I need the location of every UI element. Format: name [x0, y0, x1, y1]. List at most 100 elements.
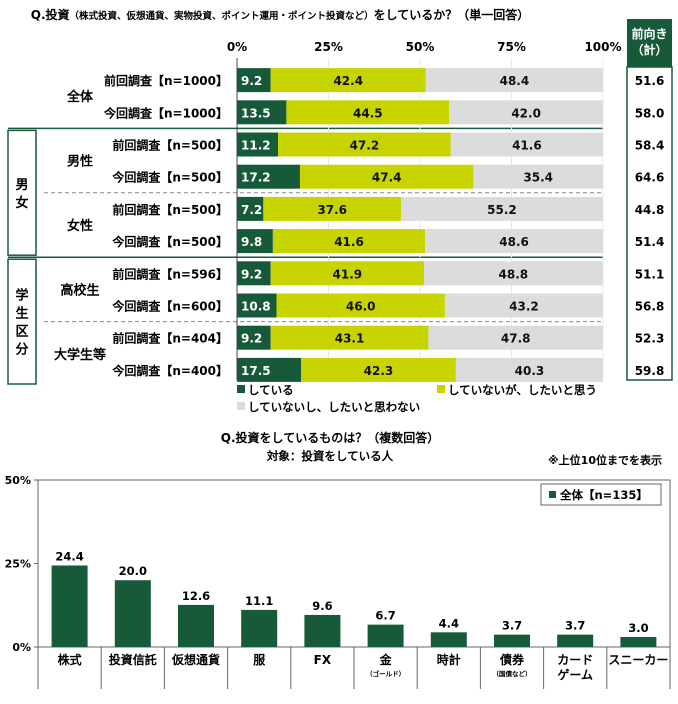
bar-value-label: 9.8	[241, 235, 262, 249]
group-label-char: 区	[15, 325, 28, 340]
bar-value-label: 47.4	[372, 171, 402, 185]
chart1-title-main: Q.投資	[31, 7, 70, 22]
row-label: 今回調査【n=400】	[111, 363, 228, 378]
bar-value-label: 20.0	[119, 564, 147, 578]
row-label: 前回調査【n=500】	[112, 138, 228, 153]
bar	[304, 614, 341, 647]
total-value: 56.8	[635, 300, 665, 314]
bar-segment	[237, 68, 271, 93]
subgroup-label: 全体	[66, 89, 94, 105]
total-value: 59.8	[635, 364, 665, 378]
total-value: 51.4	[635, 235, 665, 249]
row-label: 今回調査【n=600】	[111, 299, 228, 314]
bar-segment	[237, 357, 302, 382]
category-label: 時計	[437, 652, 461, 667]
y-tick-label: 25%	[5, 558, 31, 571]
chart1-title-detail: （株式投資、仮想通貨、実物投資、ポイント運用・ポイント投資など）	[70, 10, 374, 22]
bar-segment	[272, 229, 426, 254]
bar-value-label: 47.2	[350, 139, 380, 153]
x-tick-label: 75%	[497, 40, 526, 54]
chart1-title-tail: をしているか？（単一回答）	[374, 7, 530, 22]
bar-value-label: 55.2	[487, 203, 517, 217]
total-value: 51.6	[635, 74, 665, 88]
bar-segment	[237, 261, 271, 286]
bar	[114, 580, 151, 647]
bar-value-label: 12.6	[182, 589, 210, 603]
bar	[494, 634, 530, 647]
bar-value-label: 41.9	[333, 267, 363, 281]
x-tick-label: 25%	[314, 40, 343, 54]
bar-value-label: 48.6	[499, 235, 529, 249]
bar-segment	[270, 68, 426, 93]
total-value: 58.0	[635, 106, 665, 120]
bar-value-label: 9.2	[241, 74, 262, 88]
bar-segment	[277, 132, 451, 157]
bar-value-label: 13.5	[241, 106, 271, 120]
total-value: 58.4	[635, 139, 665, 153]
category-label: 仮想通貨	[171, 652, 220, 667]
x-tick-label: 50%	[406, 40, 435, 54]
legend-box	[540, 483, 662, 506]
category-label: 株式	[58, 652, 82, 667]
bar	[557, 634, 594, 647]
row-label: 今回調査【n=500】	[111, 170, 228, 185]
x-tick-label: 100%	[584, 40, 621, 54]
group-label-char: 分	[15, 342, 28, 358]
group-label-box	[7, 129, 37, 256]
bar-segment	[450, 132, 603, 157]
group-label-char: 男	[15, 178, 28, 193]
total-value: 51.1	[635, 267, 665, 281]
bar-value-label: 48.8	[499, 267, 529, 281]
legend-label: していないが、したいと思う	[448, 383, 597, 397]
subgroup-label: 女性	[67, 218, 93, 234]
bar-value-label: 41.6	[512, 139, 542, 153]
bar-value-label: 9.6	[312, 599, 332, 613]
bar-segment	[270, 261, 425, 286]
row-label: 前回調査【n=500】	[112, 202, 228, 217]
subgroup-label: 大学生等	[54, 347, 106, 363]
row-label: 前回調査【n=596】	[112, 266, 228, 281]
bar-segment	[286, 100, 450, 125]
total-header-box	[627, 19, 672, 67]
bar-value-label: 17.2	[241, 171, 271, 185]
bar-value-label: 10.8	[241, 300, 271, 314]
bar-segment	[270, 325, 429, 350]
bar-segment	[237, 293, 277, 318]
category-label: FX	[314, 653, 332, 667]
x-tick-label: 0%	[227, 40, 247, 54]
group-label-char: 学	[15, 288, 28, 304]
bar-value-label: 40.3	[515, 364, 545, 378]
chart-invest-items: Q.投資をしているものは？（複数回答） 対象：投資をしている人 ※上位10位まで…	[0, 420, 678, 704]
category-label: 投資信託	[109, 652, 157, 667]
chart2-title: Q.投資をしているものは？（複数回答）	[221, 430, 439, 445]
bar-value-label: 24.4	[55, 550, 83, 564]
group-label-box	[7, 258, 37, 385]
category-label: 債券	[499, 652, 525, 667]
bar-segment	[301, 357, 456, 382]
bar-value-label: 48.4	[500, 74, 530, 88]
legend-swatch	[237, 385, 245, 393]
bar-segment	[299, 164, 474, 189]
row-label: 前回調査【n=404】	[112, 331, 228, 346]
bar	[241, 609, 278, 647]
bar-value-label: 4.4	[439, 616, 459, 630]
legend-swatch	[237, 402, 245, 410]
bar-segment	[425, 229, 603, 254]
bar-segment	[449, 100, 603, 125]
bar-value-label: 9.2	[241, 332, 262, 346]
subgroup-label: 高校生	[60, 282, 99, 298]
bar-value-label: 46.0	[346, 300, 376, 314]
bar-segment	[444, 293, 603, 318]
chart2-subtitle: 対象：投資をしている人	[266, 449, 394, 463]
group-label-char: 女	[15, 195, 28, 211]
y-tick-label: 50%	[5, 474, 31, 487]
bar-value-label: 42.4	[333, 74, 363, 88]
legend-swatch	[549, 491, 556, 498]
bar	[367, 624, 404, 647]
total-column-frame	[626, 66, 673, 381]
chart-invest-status: Q.投資（株式投資、仮想通貨、実物投資、ポイント運用・ポイント投資など）をしてい…	[7, 7, 673, 414]
bar-value-label: 7.2	[241, 203, 262, 217]
chart2-note: ※上位10位までを表示	[548, 453, 662, 467]
bar	[620, 636, 657, 647]
bar-value-label: 11.1	[245, 594, 273, 608]
